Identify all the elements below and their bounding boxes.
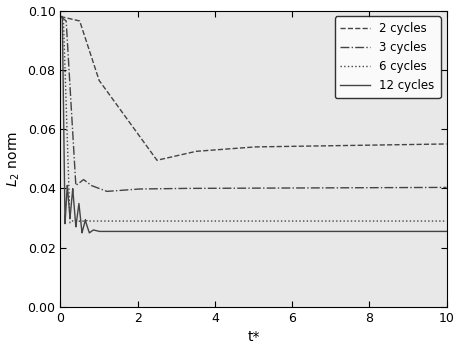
6 cycles [343,219,349,223]
6 cycles [443,219,448,223]
3 cycles [364,186,369,190]
3 cycles [197,186,202,190]
Line: 2 cycles: 2 cycles [60,16,446,160]
6 cycles [302,219,308,223]
2 cycles [302,144,308,148]
2 cycles [57,14,63,19]
12 cycles [77,209,82,214]
3 cycles [57,14,63,19]
2 cycles [364,143,369,147]
2 cycles [285,144,291,148]
6 cycles [364,219,369,223]
12 cycles [343,229,349,233]
6 cycles [285,219,291,223]
12 cycles [364,229,369,233]
Line: 3 cycles: 3 cycles [60,16,446,191]
Legend: 2 cycles, 3 cycles, 6 cycles, 12 cycles: 2 cycles, 3 cycles, 6 cycles, 12 cycles [334,16,440,98]
12 cycles [197,229,202,233]
X-axis label: t*: t* [246,330,259,344]
6 cycles [197,219,202,223]
3 cycles [302,186,308,190]
12 cycles [443,229,448,233]
Line: 6 cycles: 6 cycles [60,16,446,223]
12 cycles [57,14,63,19]
12 cycles [302,229,308,233]
12 cycles [86,231,92,235]
2 cycles [343,144,349,148]
6 cycles [67,221,73,225]
3 cycles [77,180,82,184]
2 cycles [197,149,202,153]
2 cycles [443,142,448,146]
2 cycles [154,158,159,162]
Y-axis label: $L_2$ norm: $L_2$ norm [6,131,22,187]
6 cycles [57,14,63,19]
6 cycles [77,219,83,223]
3 cycles [343,186,349,190]
12 cycles [285,229,291,233]
2 cycles [77,19,82,23]
3 cycles [443,185,448,189]
3 cycles [104,189,109,194]
Line: 12 cycles: 12 cycles [60,16,446,233]
3 cycles [285,186,291,190]
